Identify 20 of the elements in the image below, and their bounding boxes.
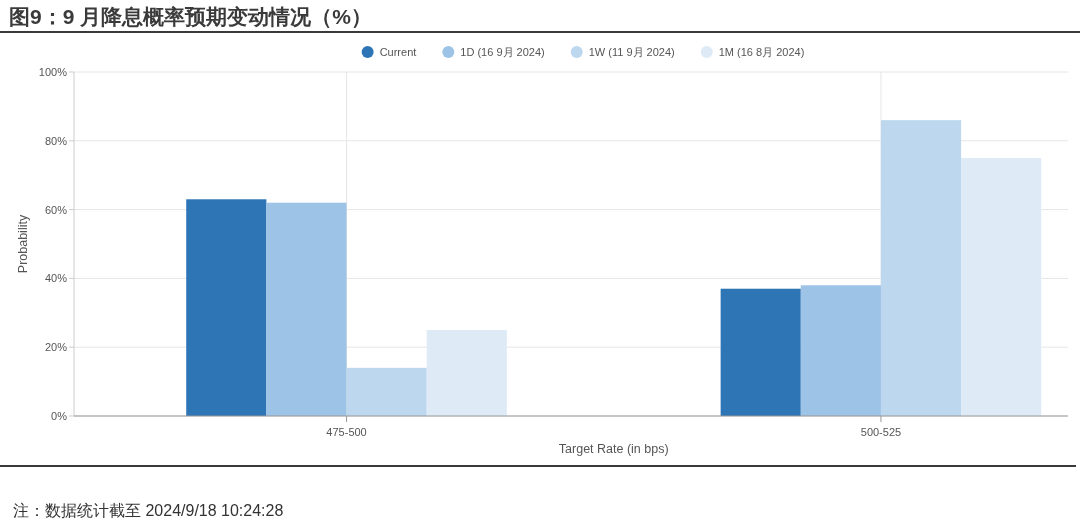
ytick-label: 0% (51, 410, 67, 422)
annotation: 注：数据统计截至 2024/9/18 10:24:28 (13, 502, 284, 519)
xtick-label: 475-500 (326, 426, 367, 438)
ytick-label: 20% (44, 341, 67, 354)
ytick-label: 60% (44, 203, 67, 216)
legend-item: 1W (11 9月 2024) (570, 46, 675, 58)
ytick-label: 80% (44, 134, 67, 147)
xtick-label: 500-525 (860, 426, 902, 438)
legend-label: 1D (16 9月 2024) (460, 46, 545, 58)
legend-label: 1M (16 8月 2024) (718, 46, 805, 58)
ylabel: Probability (16, 214, 30, 274)
legend-label: 1W (11 9月 2024) (588, 46, 675, 58)
legend-label: Current (379, 46, 417, 58)
legend-item: Current (361, 46, 417, 58)
xlabel: Target Rate (in bps) (558, 442, 669, 456)
title: 图9：9 月降息概率预期变动情况（%） (9, 5, 372, 28)
ytick-label: 40% (44, 272, 67, 285)
ytick-label: 100% (38, 66, 67, 78)
legend-item: 1D (16 9月 2024) (442, 46, 545, 58)
legend-item: 1M (16 8月 2024) (700, 46, 805, 58)
